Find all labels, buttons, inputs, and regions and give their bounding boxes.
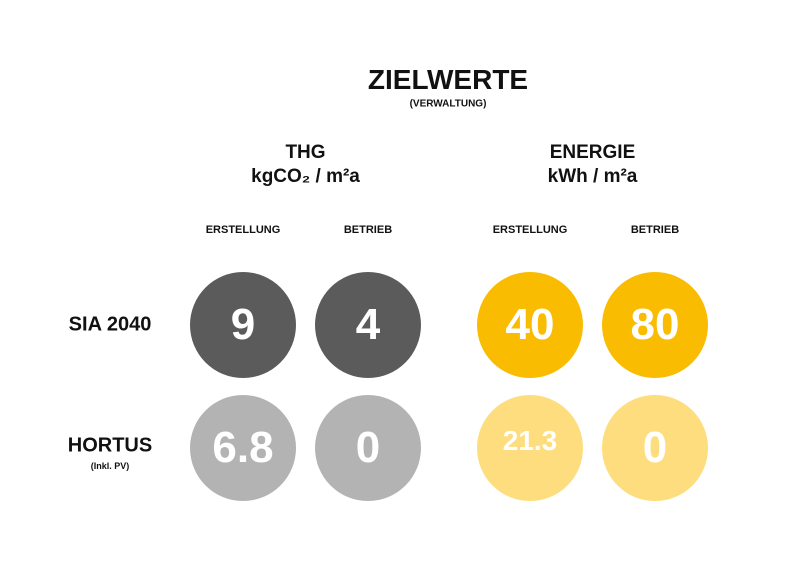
column-header: BETRIEB [343, 224, 393, 236]
column-header: BETRIEB [630, 224, 680, 236]
group-title: THG [285, 142, 326, 163]
row-label: SIA 2040 [68, 313, 152, 336]
value-circle: 9 [190, 272, 296, 378]
group-unit: kgCO₂ / m²a [251, 166, 360, 187]
column-header: ERSTELLUNG [492, 224, 568, 236]
value-circle: 80 [602, 272, 708, 378]
subtitle: (VERWALTUNG) [409, 98, 487, 110]
value-circle: 6.8 [190, 395, 296, 501]
value-circle: 4 [315, 272, 421, 378]
value-circle: 0 [315, 395, 421, 501]
value-circle: 0 [602, 395, 708, 501]
value-circle: 40 [477, 272, 583, 378]
group-unit: kWh / m²a [547, 166, 638, 187]
value-circle: 21.3 [477, 395, 583, 501]
row-note: (Inkl. PV) [90, 461, 130, 471]
row-label: HORTUS [67, 434, 153, 457]
column-header: ERSTELLUNG [205, 224, 281, 236]
group-title: ENERGIE [549, 142, 636, 163]
title: ZIELWERTE [367, 64, 529, 95]
